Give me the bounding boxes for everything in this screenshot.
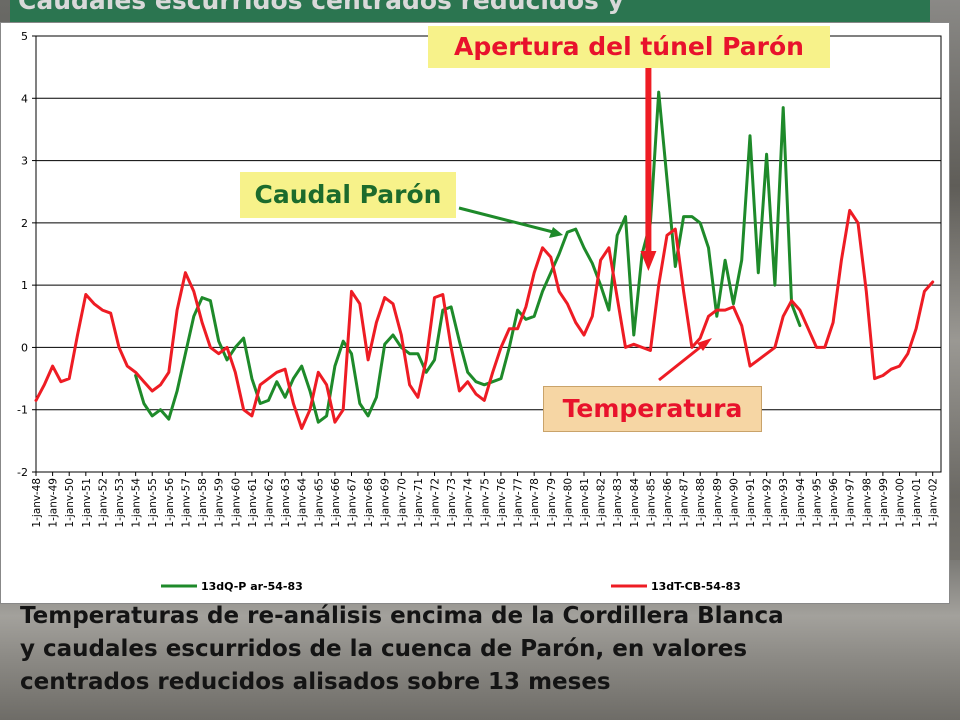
x-tick-label: 1-janv-94 <box>795 478 807 528</box>
chart-panel: 5 4 3 2 1 0 -1 -2 1-janv-48 1-janv-49 1-janv-50 1-j… <box>0 22 950 604</box>
temperature-label: Temperatura <box>543 386 762 432</box>
x-tick-label: 1-janv-85 <box>645 478 657 528</box>
x-tick-label: 1-janv-76 <box>496 478 508 528</box>
x-tick-label: 1-janv-55 <box>147 478 159 528</box>
x-tick-label: 1-janv-80 <box>562 478 574 528</box>
x-tick-label: 1-janv-95 <box>811 478 823 528</box>
x-tick-label: 1-janv-68 <box>363 478 375 528</box>
caudal-series-line <box>134 90 802 424</box>
x-tick-label: 1-janv-63 <box>280 478 292 528</box>
y-tick-label: -2 <box>17 466 28 479</box>
x-tick-label: 1-janv-73 <box>446 478 458 528</box>
legend-label-caudal: 13dQ-P ar-54-83 <box>201 580 303 593</box>
temperature-arrow-head <box>697 338 712 351</box>
x-tick-label: 1-janv-02 <box>928 478 940 528</box>
x-tick-label: 1-janv-90 <box>728 478 740 528</box>
x-tick-label: 1-janv-59 <box>214 478 226 528</box>
x-tick-label: 1-janv-56 <box>164 478 176 528</box>
caudal-arrow-shaft <box>458 206 554 234</box>
x-tick-label: 1-janv-88 <box>695 478 707 528</box>
x-tick-label: 1-janv-60 <box>230 478 242 528</box>
x-tick-label: 1-janv-58 <box>197 478 209 528</box>
x-tick-label: 1-janv-92 <box>762 478 774 528</box>
x-tick-label: 1-janv-72 <box>430 478 442 528</box>
x-tick-label: 1-janv-96 <box>828 478 840 528</box>
x-tick-label: 1-janv-74 <box>463 478 475 528</box>
y-tick-label: 5 <box>21 30 28 43</box>
x-tick-label: 1-janv-64 <box>297 478 309 528</box>
caudal-paron-label: Caudal Parón <box>240 172 456 218</box>
x-tick-label: 1-janv-89 <box>712 478 724 528</box>
slide-title: Caudales escurridos centrados reducidos … <box>18 0 624 15</box>
caption-line-1: Temperaturas de re-análisis encima de la… <box>20 603 784 629</box>
x-tick-label: 1-janv-82 <box>596 478 608 528</box>
x-tick-label: 1-janv-57 <box>180 478 192 528</box>
x-tick-label: 1-janv-87 <box>679 478 691 528</box>
y-tick-label: 4 <box>21 92 28 105</box>
x-tick-label: 1-janv-52 <box>97 478 109 528</box>
x-tick-label: 1-janv-77 <box>513 478 525 528</box>
x-tick-label: 1-janv-91 <box>745 478 757 528</box>
x-tick-label: 1-janv-66 <box>330 478 342 528</box>
x-tick-label: 1-janv-65 <box>313 478 325 528</box>
x-tick-label: 1-janv-93 <box>778 478 790 528</box>
caption-line-3: centrados reducidos alisados sobre 13 me… <box>20 669 611 695</box>
x-tick-label: 1-janv-67 <box>347 478 359 528</box>
x-tick-label: 1-janv-71 <box>413 478 425 528</box>
y-tick-label: -1 <box>17 404 28 417</box>
temperature-series-line <box>34 208 935 430</box>
x-tick-label: 1-janv-81 <box>579 478 591 528</box>
caption-line-2: y caudales escurridos de la cuenca de Pa… <box>20 636 748 662</box>
x-tick-label: 1-janv-69 <box>380 478 392 528</box>
x-tick-label: 1-janv-99 <box>878 478 890 528</box>
x-tick-label: 1-janv-62 <box>263 478 275 528</box>
tunnel-arrow-head <box>640 251 657 271</box>
line-chart: 5 4 3 2 1 0 -1 -21-janv-48 1-janv-49 1-janv-50 1-j… <box>17 30 942 593</box>
x-tick-label: 1-janv-00 <box>894 478 906 528</box>
x-tick-label: 1-janv-51 <box>81 478 93 528</box>
x-tick-label: 1-janv-75 <box>479 478 491 528</box>
x-tick-label: 1-janv-79 <box>546 478 558 528</box>
x-tick-label: 1-janv-53 <box>114 478 126 528</box>
x-tick-label: 1-janv-98 <box>861 478 873 528</box>
x-tick-label: 1-janv-49 <box>48 478 60 528</box>
y-tick-label: 3 <box>21 155 28 168</box>
tunnel-opening-label: Apertura del túnel Parón <box>428 26 830 68</box>
temperature-arrow-shaft <box>658 343 704 382</box>
x-tick-label: 1-janv-48 <box>31 478 43 528</box>
caudal-arrow-head <box>549 227 563 238</box>
x-tick-label: 1-janv-70 <box>396 478 408 528</box>
x-tick-label: 1-janv-83 <box>612 478 624 528</box>
x-tick-label: 1-janv-97 <box>845 478 857 528</box>
y-tick-label: 1 <box>21 279 28 292</box>
x-tick-label: 1-janv-01 <box>911 478 923 528</box>
slide-caption: Temperaturas de re-análisis encima de la… <box>20 600 945 699</box>
x-tick-label: 1-janv-84 <box>629 478 641 528</box>
x-tick-label: 1-janv-50 <box>64 478 76 528</box>
x-tick-label: 1-janv-78 <box>529 478 541 528</box>
x-tick-label: 1-janv-54 <box>131 478 143 528</box>
x-tick-label: 1-janv-86 <box>662 478 674 528</box>
y-tick-label: 0 <box>21 341 28 354</box>
x-tick-label: 1-janv-61 <box>247 478 259 528</box>
legend-label-temperature: 13dT-CB-54-83 <box>651 580 741 593</box>
y-tick-label: 2 <box>21 217 28 230</box>
